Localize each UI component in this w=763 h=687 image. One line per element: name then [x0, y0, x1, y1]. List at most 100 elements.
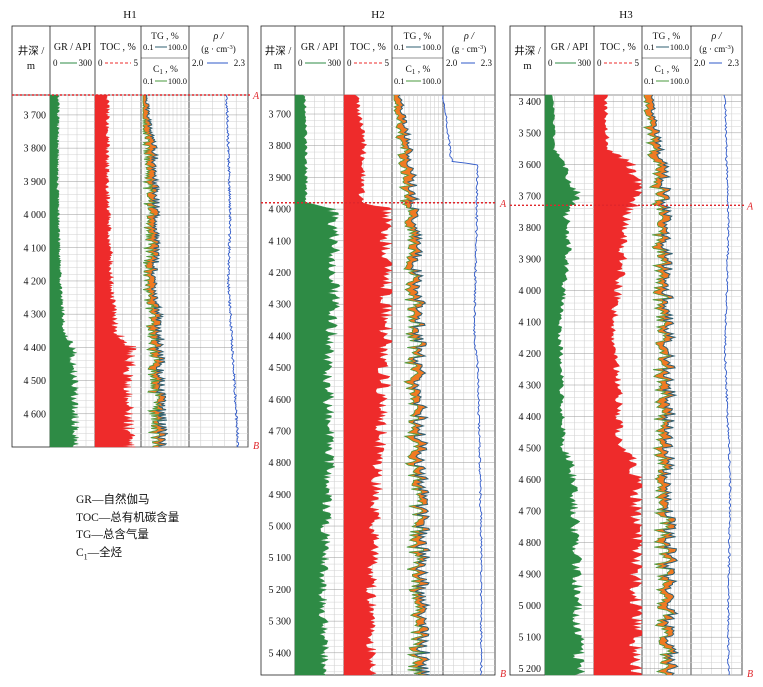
depth-tick-label: 5 300 — [269, 617, 292, 628]
tg-header: TG , % — [151, 32, 179, 42]
depth-tick-label: 3 700 — [24, 110, 47, 121]
c1-max: 100.0 — [422, 76, 441, 86]
tg-curve — [397, 94, 431, 676]
toc-min: 0 — [98, 58, 103, 68]
depth-unit: m — [523, 61, 531, 72]
well-h2: H2 3 700 3 800 3 900 4 000 4 100 4 200 4 300 4 4… — [260, 9, 507, 680]
depth-tick-label: 4 900 — [269, 490, 292, 501]
gr-header: GR / API — [551, 42, 588, 53]
marker-a-label: A — [252, 91, 260, 102]
rho-unit-sup: -3 — [478, 44, 483, 51]
depth-tick-label: 4 100 — [519, 317, 542, 328]
depth-tick-label: 4 000 — [269, 205, 292, 216]
depth-tick-label: 4 200 — [519, 349, 542, 360]
depth-tick-label: 4 000 — [24, 210, 47, 221]
tg-max: 100.0 — [168, 42, 187, 52]
c1-header-sub: 1 — [412, 68, 416, 76]
rho-unit-sup: -3 — [227, 44, 232, 51]
gr-max: 300 — [578, 58, 592, 68]
c1-max: 100.0 — [168, 76, 187, 86]
well-h1: H1 3 700 3 800 3 900 4 000 4 100 4 200 4 300 4 4… — [11, 9, 260, 452]
depth-tick-label: 4 100 — [24, 243, 47, 254]
c1-curve — [141, 95, 162, 448]
rho-unit-close: ) — [731, 44, 734, 54]
tg-max: 100.0 — [670, 42, 689, 52]
depth-tick-label: 3 700 — [269, 110, 292, 121]
rho-min: 2.0 — [446, 58, 458, 68]
depth-tick-label: 3 900 — [519, 254, 542, 265]
gr-max: 300 — [79, 58, 93, 68]
gr-min: 0 — [548, 58, 553, 68]
gr-header: GR / API — [54, 42, 91, 53]
well-frame — [260, 25, 496, 676]
c1-min: 0.1 — [394, 76, 405, 86]
legend-c1: C1—全烃 — [76, 545, 179, 566]
rho-unit: (g · cm-3) — [201, 44, 235, 54]
legend-tg: TG—总含气量 — [76, 529, 149, 541]
toc-min: 0 — [347, 58, 352, 68]
tg-header: TG , % — [404, 32, 432, 42]
abbreviation-legend: GR—自然伽马 TOC—总有机碳含量 TG—总含气量 C1—全烃 — [76, 492, 179, 565]
depth-tick-label: 4 300 — [24, 310, 47, 321]
well-title: H2 — [371, 9, 384, 21]
toc-max: 5 — [134, 58, 139, 68]
marker-b-label: B — [253, 441, 259, 452]
depth-tick-label: 3 800 — [269, 141, 292, 152]
depth-tick-label: 5 200 — [519, 664, 542, 675]
depth-tick-label: 4 300 — [519, 381, 542, 392]
gr-header: GR / API — [301, 42, 338, 53]
depth-tick-label: 5 100 — [519, 633, 542, 644]
depth-tick-label: 3 400 — [519, 97, 542, 108]
depth-tick-label: 4 700 — [519, 507, 542, 518]
tg-curve — [144, 94, 168, 448]
marker-b-label: B — [747, 669, 753, 680]
depth-tick-label: 3 800 — [519, 223, 542, 234]
legend-c1-prefix: C — [76, 546, 84, 559]
tg-max: 100.0 — [422, 42, 441, 52]
depth-tick-label: 4 500 — [519, 444, 542, 455]
toc-curve — [593, 94, 643, 676]
depth-tick-label: 3 900 — [24, 177, 47, 188]
well-title: H1 — [123, 9, 136, 21]
rho-unit-sup: -3 — [725, 44, 730, 51]
toc-curve — [94, 94, 137, 448]
c1-header-tail: , % — [163, 65, 178, 75]
legend-gr: GR—自然伽马 — [76, 494, 150, 506]
depth-tick-label: 5 200 — [269, 585, 292, 596]
marker-b-label: B — [500, 669, 506, 680]
tg-c1-fill — [394, 95, 431, 675]
toc-curve — [343, 94, 393, 676]
depth-tick-label: 3 500 — [519, 128, 542, 139]
c1-header-sub: 1 — [661, 68, 665, 76]
depth-tick-label: 4 400 — [24, 343, 47, 354]
tg-curve — [650, 94, 679, 676]
depth-tick-label: 4 100 — [269, 236, 292, 247]
depth-tick-label: 4 500 — [269, 363, 292, 374]
c1-header-sub: 1 — [159, 68, 163, 76]
well-title: H3 — [619, 9, 633, 21]
depth-tick-label: 4 900 — [519, 570, 542, 581]
rho-unit-close: ) — [233, 44, 236, 54]
marker-a-label: A — [746, 201, 754, 212]
toc-max: 5 — [635, 58, 640, 68]
depth-tick-label: 4 000 — [519, 286, 542, 297]
depth-tick-label: 3 800 — [24, 144, 47, 155]
rho-curve — [723, 94, 732, 676]
legend-toc: TOC—总有机碳含量 — [76, 511, 180, 524]
toc-max: 5 — [385, 58, 390, 68]
depth-unit: m — [274, 61, 282, 72]
depth-tick-label: 4 300 — [269, 300, 292, 311]
rho-min: 2.0 — [192, 58, 204, 68]
toc-header: TOC , % — [100, 42, 136, 53]
c1-header: C1 , % — [655, 65, 680, 76]
rho-curve — [442, 94, 483, 676]
rho-max: 2.3 — [481, 58, 493, 68]
rho-unit-close: ) — [483, 44, 486, 54]
rho-header: ρ / — [212, 31, 224, 42]
tg-min: 0.1 — [394, 42, 405, 52]
depth-tick-label: 4 600 — [24, 409, 47, 420]
depth-tick-label: 4 200 — [24, 276, 47, 287]
depth-tick-label: 5 400 — [269, 648, 292, 659]
